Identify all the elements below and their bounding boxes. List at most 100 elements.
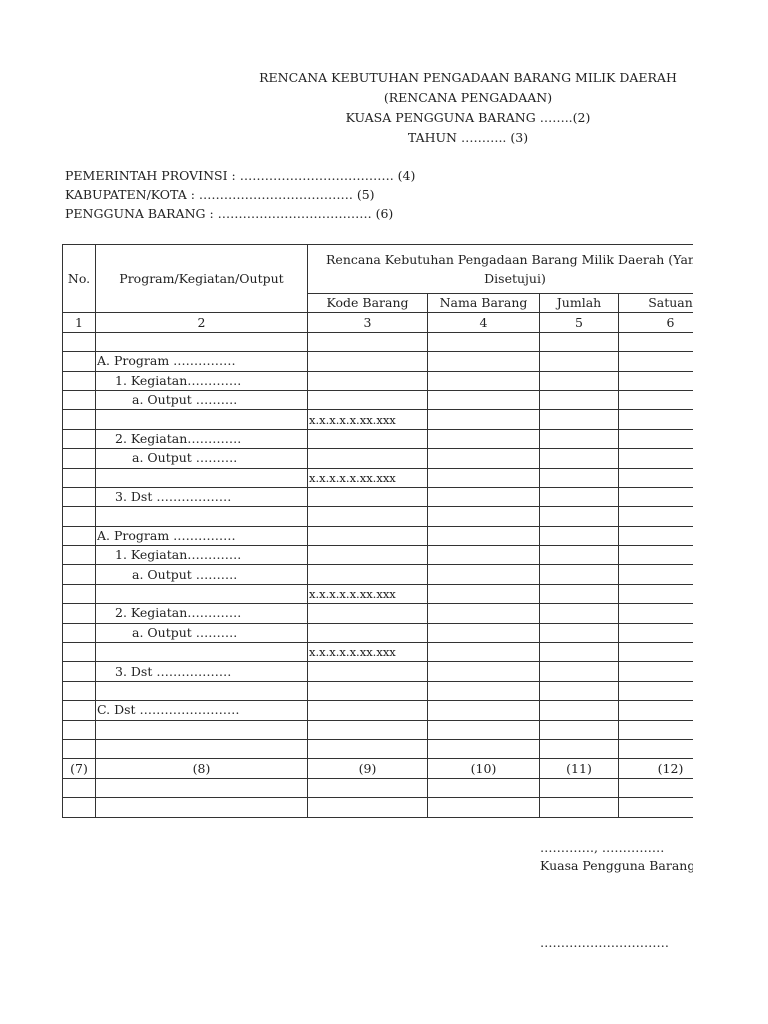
cell: [539, 428, 619, 450]
kode-cell: [307, 351, 428, 372]
cell: [618, 564, 693, 585]
cell: [618, 622, 693, 644]
table-row: x.x.x.x.x.xx.xxx: [62, 583, 693, 605]
cell: [427, 370, 540, 391]
title-line: RENCANA KEBUTUHAN PENGADAAN BARANG MILIK…: [259, 70, 677, 85]
program-cell: 1. Kegiatan………….: [95, 370, 308, 391]
cell: [618, 467, 693, 488]
cell: [62, 428, 96, 450]
kode-cell: [307, 525, 428, 547]
column-number: 6: [618, 312, 693, 333]
cell: [427, 467, 540, 488]
program-cell: [95, 467, 308, 488]
title-line: KUASA PENGGUNA BARANG ……..(2): [345, 110, 591, 125]
cell: [62, 351, 96, 372]
cell: [618, 370, 693, 391]
reference-cell: (12): [618, 758, 693, 779]
cell: [427, 486, 540, 508]
info-line: PEMERINTAH PROVINSI : ………………………………. (4): [65, 168, 416, 183]
kode-cell: [307, 506, 428, 527]
cell: [62, 797, 96, 818]
program-cell: a. Output ……….: [95, 448, 308, 469]
cell: [539, 642, 619, 663]
cell: [427, 603, 540, 624]
place-date: …………., ……………: [540, 840, 665, 855]
cell: [427, 622, 540, 644]
program-cell: [95, 409, 308, 430]
cell: [427, 719, 540, 740]
cell: [618, 719, 693, 740]
cell: [539, 700, 619, 721]
table-row: [62, 719, 693, 740]
program-cell: [95, 506, 308, 527]
kode-cell: [307, 777, 428, 799]
table-row: 1. Kegiatan………….: [62, 545, 693, 566]
program-cell: [95, 738, 308, 760]
cell: [618, 583, 693, 605]
program-cell: a. Output ……….: [95, 389, 308, 411]
cell: [539, 622, 619, 644]
table-row: a. Output ……….: [62, 389, 693, 411]
kode-cell: [307, 680, 428, 702]
cell: [618, 545, 693, 566]
table-row: x.x.x.x.x.xx.xxx: [62, 409, 693, 430]
program-cell: a. Output ……….: [95, 622, 308, 644]
table-row: C. Dst ……………………: [62, 700, 693, 721]
column-number: 4: [427, 312, 540, 333]
cell: [539, 506, 619, 527]
title-line: TAHUN ……….. (3): [407, 130, 529, 145]
program-cell: 3. Dst ………………: [95, 486, 308, 508]
column-number: 3: [307, 312, 428, 333]
kode-cell: x.x.x.x.x.xx.xxx: [307, 467, 428, 488]
cell: [427, 661, 540, 682]
cell: [539, 486, 619, 508]
program-cell: A. Program ……………: [95, 525, 308, 547]
cell: [62, 777, 96, 799]
cell: [62, 486, 96, 508]
kode-cell: [307, 700, 428, 721]
program-cell: [95, 680, 308, 702]
cell: [62, 506, 96, 527]
cell: [539, 777, 619, 799]
cell: [62, 642, 96, 663]
cell: [427, 564, 540, 585]
cell: [618, 642, 693, 663]
kode-cell: [307, 603, 428, 624]
table-row: A. Program ……………: [62, 525, 693, 547]
kode-cell: [307, 389, 428, 411]
table-row: 2. Kegiatan………….: [62, 603, 693, 624]
column-number: 2: [95, 312, 308, 333]
cell: [62, 700, 96, 721]
kode-cell: [307, 797, 428, 818]
kode-cell: [307, 448, 428, 469]
cell: [62, 331, 96, 353]
table-row: [62, 777, 693, 799]
cell: [618, 680, 693, 702]
sub-header: Jumlah: [539, 292, 619, 314]
reference-cell: (7): [62, 758, 96, 779]
table-row: [62, 680, 693, 702]
kode-cell: x.x.x.x.x.xx.xxx: [307, 409, 428, 430]
reference-cell: (10): [427, 758, 540, 779]
table-row: a. Output ……….: [62, 622, 693, 644]
cell: [62, 583, 96, 605]
signer: Kuasa Pengguna Barang: [540, 858, 693, 873]
cell: [427, 525, 540, 547]
cell: [539, 525, 619, 547]
table-row: [62, 738, 693, 760]
cell: [618, 331, 693, 353]
cell: [618, 525, 693, 547]
kode-cell: [307, 719, 428, 740]
program-cell: [95, 777, 308, 799]
cell: [539, 738, 619, 760]
cell: [62, 564, 96, 585]
cell: [62, 370, 96, 391]
cell: [62, 680, 96, 702]
cell: [427, 738, 540, 760]
cell: [539, 719, 619, 740]
table-row: [62, 506, 693, 527]
column-number: 1: [62, 312, 96, 333]
cell: [618, 603, 693, 624]
cell: [539, 389, 619, 411]
